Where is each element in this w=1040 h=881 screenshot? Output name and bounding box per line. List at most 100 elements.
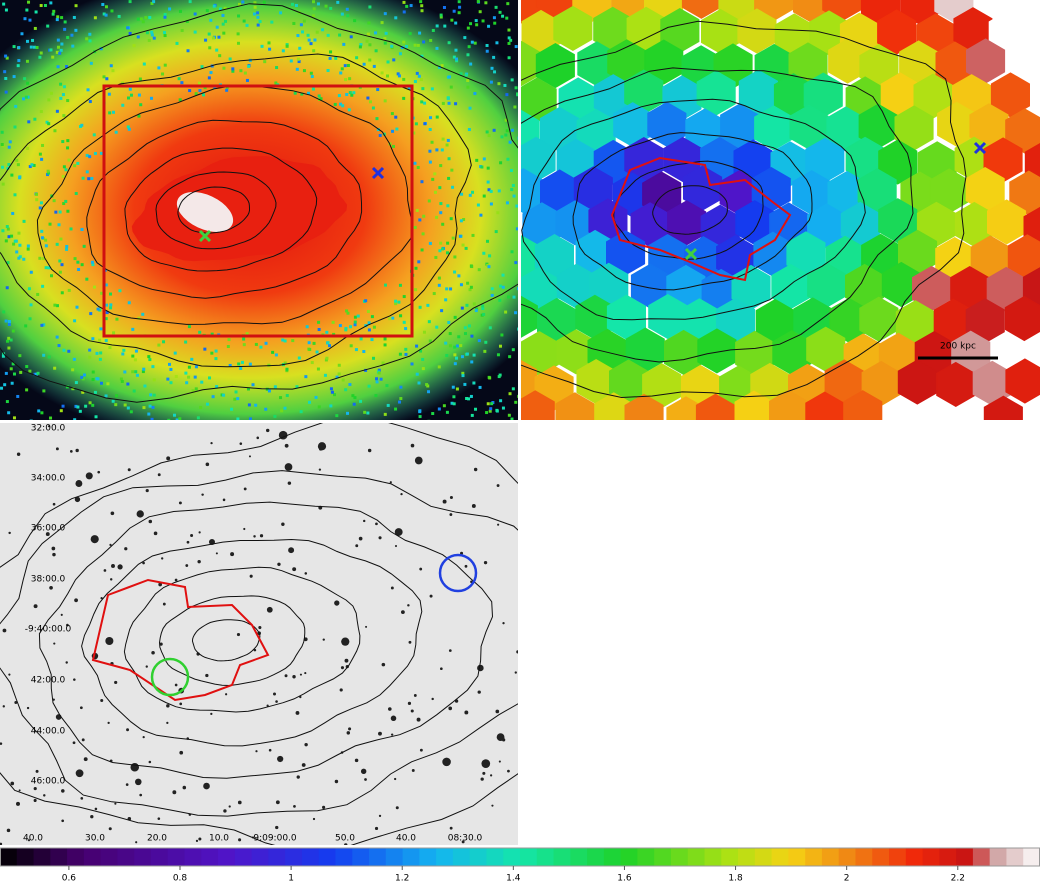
star: [75, 480, 83, 487]
noise: [434, 255, 438, 259]
noise: [407, 86, 411, 90]
noise: [81, 390, 85, 394]
noise: [175, 41, 179, 45]
star: [74, 496, 81, 503]
star: [107, 721, 110, 724]
noise: [417, 74, 421, 78]
noise: [367, 328, 371, 332]
noise: [15, 250, 19, 254]
star: [97, 470, 101, 474]
colorbar-step: [704, 848, 722, 866]
colorbar-step: [251, 848, 269, 866]
star: [278, 430, 288, 440]
colorbar-tick-label: 2: [844, 874, 850, 881]
noise: [2, 2, 6, 6]
noise: [152, 393, 156, 397]
noise: [514, 311, 518, 315]
noise: [209, 71, 213, 75]
noise: [29, 270, 33, 274]
noise: [310, 361, 314, 365]
noise: [148, 16, 152, 20]
noise: [61, 93, 65, 97]
star: [292, 567, 297, 572]
contour: [521, 98, 866, 321]
noise: [477, 268, 481, 272]
colorbar-step: [318, 848, 336, 866]
noise: [80, 123, 84, 127]
noise: [467, 397, 471, 401]
noise: [338, 33, 342, 37]
noise: [404, 352, 408, 356]
noise: [435, 24, 439, 28]
noise: [128, 87, 132, 91]
noise: [440, 309, 444, 313]
noise: [18, 354, 22, 358]
noise: [493, 21, 497, 25]
noise: [246, 387, 250, 391]
star: [360, 768, 367, 775]
star: [395, 806, 399, 810]
noise: [49, 416, 53, 420]
noise: [38, 256, 42, 260]
star: [172, 790, 177, 795]
noise: [366, 32, 370, 36]
noise: [162, 31, 166, 35]
noise: [13, 372, 17, 376]
noise: [312, 49, 316, 53]
noise: [435, 115, 439, 119]
noise: [383, 41, 387, 45]
noise: [178, 98, 182, 102]
noise: [129, 93, 133, 97]
noise: [298, 46, 302, 50]
noise: [475, 307, 479, 311]
noise: [198, 330, 202, 334]
colorbar-step: [1006, 848, 1024, 866]
noise: [366, 309, 370, 313]
noise: [14, 104, 18, 108]
star: [90, 535, 99, 544]
noise: [207, 32, 211, 36]
noise: [98, 357, 102, 361]
star: [255, 750, 258, 753]
noise: [80, 227, 84, 231]
noise: [55, 109, 59, 113]
star: [135, 841, 138, 844]
star: [205, 673, 209, 678]
noise: [18, 243, 22, 247]
noise: [428, 160, 432, 164]
noise: [473, 41, 477, 45]
noise: [231, 69, 235, 73]
noise: [134, 349, 138, 353]
noise: [31, 38, 35, 42]
noise: [62, 202, 66, 206]
noise: [435, 215, 439, 219]
noise: [517, 327, 518, 331]
noise: [370, 315, 374, 319]
noise: [149, 393, 153, 397]
noise: [117, 14, 121, 18]
noise: [105, 77, 109, 81]
noise: [81, 377, 85, 381]
star: [148, 760, 152, 764]
noise: [187, 365, 191, 369]
colorbar-step: [821, 848, 840, 866]
noise: [17, 59, 21, 63]
noise: [348, 91, 352, 95]
temp-cell: [877, 9, 917, 55]
noise: [22, 219, 26, 223]
noise: [368, 43, 372, 47]
noise: [514, 86, 518, 90]
noise: [25, 39, 29, 43]
noise: [53, 366, 57, 370]
noise: [359, 399, 363, 403]
noise: [371, 106, 375, 110]
noise: [167, 418, 171, 420]
colorbar-step: [553, 848, 571, 866]
noise: [497, 189, 501, 193]
noise: [85, 37, 89, 41]
noise: [58, 259, 62, 263]
noise: [449, 287, 453, 291]
noise: [279, 396, 283, 400]
noise: [450, 18, 454, 22]
